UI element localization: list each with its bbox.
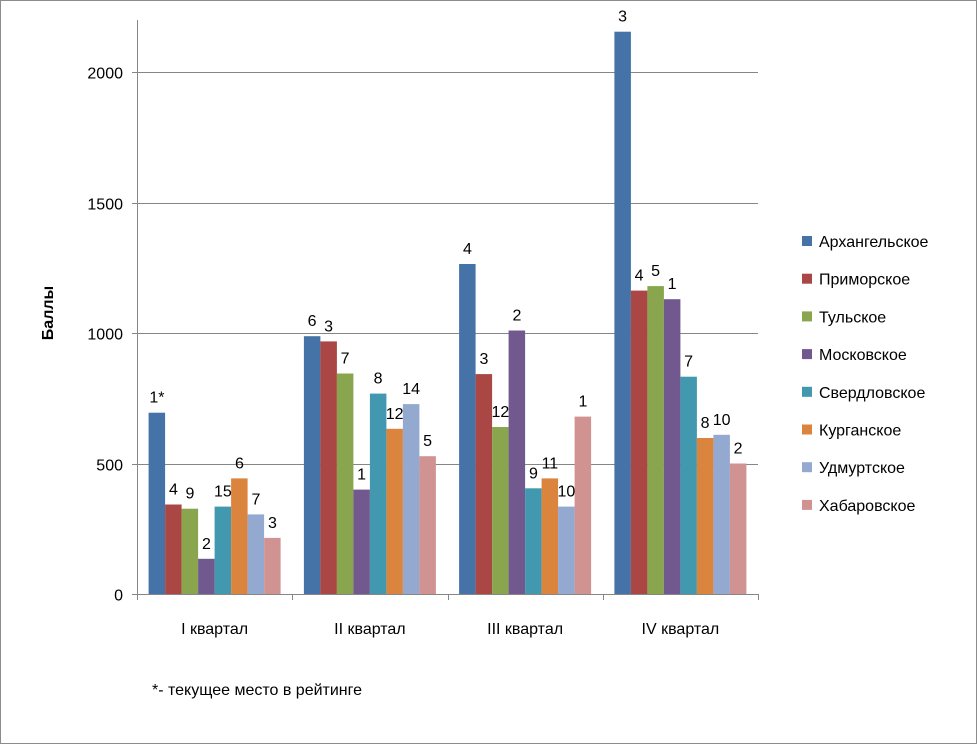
data-label: 6 [308, 313, 317, 330]
bar [303, 336, 321, 594]
y-tick-label: 500 [96, 458, 123, 475]
bar [574, 416, 592, 594]
bar [181, 508, 199, 594]
data-label: 4 [169, 482, 178, 499]
data-label: 4 [635, 268, 644, 285]
legend: Архангельское Приморское Тульское Московско… [802, 234, 929, 515]
data-label: 7 [341, 351, 350, 368]
bar [369, 393, 387, 594]
legend-label: Удмуртское [819, 460, 905, 477]
data-label: 2 [202, 536, 211, 553]
data-label: 6 [235, 455, 244, 472]
bar [541, 478, 559, 594]
x-tick-label: II квартал [334, 621, 405, 638]
x-tick-label: I квартал [181, 621, 248, 638]
bar [729, 463, 747, 594]
legend-swatch [802, 236, 812, 246]
data-label: 7 [251, 491, 260, 508]
bar [696, 438, 714, 594]
bar [198, 558, 215, 594]
data-label: 3 [324, 318, 333, 335]
legend-label: Приморское [819, 272, 910, 289]
data-label: 5 [651, 263, 660, 280]
bar [558, 506, 575, 594]
legend-swatch [802, 386, 812, 397]
bar [492, 427, 509, 594]
x-tick-label: IV квартал [642, 621, 720, 638]
bar [336, 373, 354, 594]
data-label: 9 [529, 465, 538, 482]
data-label: 10 [713, 412, 731, 429]
bar [475, 374, 493, 594]
legend-label: Хабаровское [819, 498, 915, 515]
y-tick-label: 2000 [87, 66, 123, 83]
bar [402, 404, 420, 594]
bar [247, 514, 265, 594]
bars [148, 31, 747, 594]
data-label: 15 [214, 484, 232, 501]
bar [647, 286, 664, 594]
y-tick-label: 1000 [87, 327, 123, 344]
data-label: 7 [684, 354, 693, 371]
footnote: *- текущее место в рейтинге [152, 682, 363, 699]
data-label: 1 [357, 467, 366, 484]
bar [214, 506, 232, 594]
bar [148, 412, 166, 594]
data-label: 4 [463, 241, 472, 258]
bar [713, 434, 730, 594]
bar [663, 299, 681, 594]
legend-swatch [802, 311, 812, 322]
data-label: 2 [734, 441, 743, 458]
bar [165, 504, 182, 594]
bar [680, 376, 697, 594]
data-label: 1 [668, 276, 677, 293]
bar [525, 488, 542, 594]
axes: 0 500 1000 1500 2000 I квартал II квартал III к… [87, 20, 759, 638]
data-label: 9 [185, 486, 194, 503]
data-label: 8 [701, 415, 710, 432]
bar [630, 290, 648, 594]
bar [386, 428, 403, 594]
y-tick-label: 1500 [87, 197, 123, 214]
legend-swatch [802, 273, 812, 284]
legend-swatch [802, 349, 812, 360]
legend-label: Свердловское [819, 385, 925, 402]
data-label: 12 [492, 404, 510, 421]
bar [320, 341, 337, 594]
data-label: 2 [512, 308, 521, 325]
x-tick-label: III квартал [487, 621, 563, 638]
legend-swatch [802, 424, 812, 435]
legend-label: Тульское [819, 309, 886, 326]
data-label: 10 [558, 484, 576, 501]
legend-label: Московское [819, 347, 907, 364]
data-label: 3 [268, 515, 277, 532]
data-label: 3 [479, 351, 488, 368]
legend-swatch [802, 499, 812, 510]
data-label: 14 [402, 381, 420, 398]
data-label: 8 [374, 371, 383, 388]
data-label: 11 [542, 455, 559, 472]
bar [264, 537, 281, 594]
data-label: 1 [578, 394, 587, 411]
legend-label: Курганское [819, 423, 901, 440]
bar [459, 264, 476, 594]
bar [508, 330, 526, 594]
data-label: 12 [386, 406, 404, 423]
data-label: 3 [618, 9, 627, 26]
y-tick-label: 0 [114, 588, 123, 605]
legend-label: Архангельское [819, 234, 929, 251]
data-label: 5 [423, 433, 432, 450]
bar [419, 456, 436, 594]
data-label: 1* [149, 390, 164, 407]
bar [614, 31, 631, 594]
bar [353, 489, 370, 594]
legend-swatch [802, 462, 812, 473]
y-axis-title: Баллы [40, 286, 57, 340]
bar [231, 478, 248, 594]
